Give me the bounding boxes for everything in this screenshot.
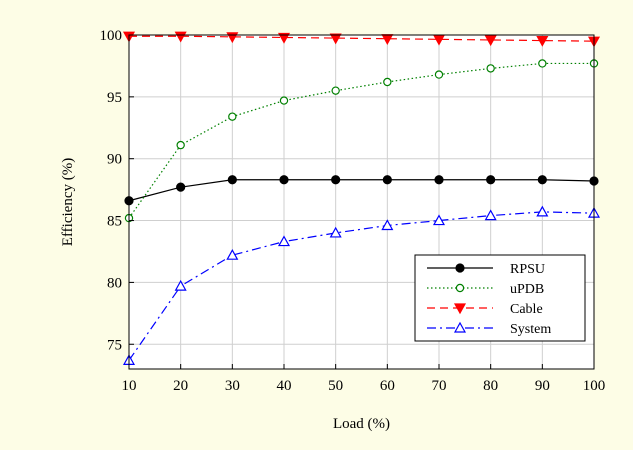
data-point-rpsu bbox=[176, 182, 186, 192]
y-tick-label: 95 bbox=[107, 90, 122, 106]
legend-box bbox=[414, 254, 586, 342]
x-tick-label: 60 bbox=[380, 378, 395, 394]
legend-label-cable: Cable bbox=[510, 302, 543, 317]
data-point-rpsu bbox=[434, 175, 444, 185]
plot-frame bbox=[128, 34, 595, 370]
data-point-updb bbox=[486, 64, 495, 73]
y-axis-label: Efficiency (%) bbox=[60, 158, 76, 246]
legend-entry-rpsu: RPSU bbox=[427, 262, 545, 277]
data-point-rpsu bbox=[537, 175, 547, 185]
x-tick-label: 90 bbox=[535, 378, 550, 394]
legend-label-system: System bbox=[510, 322, 551, 337]
x-tick-label: 20 bbox=[173, 378, 188, 394]
legend-label-updb: uPDB bbox=[510, 282, 544, 297]
data-point-updb bbox=[383, 77, 392, 87]
legend-marker-system bbox=[453, 321, 467, 333]
data-point-updb bbox=[331, 86, 340, 95]
data-point-rpsu bbox=[331, 175, 341, 185]
x-tick-label: 100 bbox=[583, 378, 606, 394]
data-point-cable bbox=[174, 31, 187, 43]
data-point-rpsu bbox=[382, 175, 392, 185]
data-point-updb bbox=[228, 112, 237, 121]
legend-marker-cable bbox=[453, 303, 467, 315]
series-line-rpsu bbox=[128, 179, 595, 202]
x-tick-label: 70 bbox=[432, 378, 447, 394]
data-point-cable bbox=[484, 35, 497, 47]
series-line-system bbox=[128, 211, 595, 361]
data-point-system bbox=[226, 248, 239, 260]
data-point-cable bbox=[277, 32, 291, 44]
series-line-updb bbox=[128, 62, 594, 219]
data-point-rpsu bbox=[486, 175, 496, 185]
x-tick-label: 50 bbox=[328, 378, 343, 394]
y-tick-label: 85 bbox=[107, 214, 122, 230]
x-tick-label: 80 bbox=[483, 378, 498, 394]
y-tick-label: 80 bbox=[107, 275, 122, 291]
y-tick-label: 90 bbox=[107, 152, 122, 168]
data-point-updb bbox=[434, 70, 444, 79]
data-point-system bbox=[381, 219, 394, 231]
data-point-updb bbox=[176, 140, 185, 150]
data-point-rpsu bbox=[227, 175, 237, 185]
ticks: 10 20 30 40 50 60 70 80 90 100 75 80 85 90 95 100 bbox=[100, 28, 606, 394]
legend-entry-cable: Cable bbox=[427, 302, 543, 317]
data-point-system bbox=[329, 226, 342, 238]
legend-label-rpsu: RPSU bbox=[510, 262, 545, 277]
data-point-system bbox=[432, 214, 446, 226]
data-point-rpsu bbox=[279, 175, 289, 185]
y-tick-label: 100 bbox=[100, 28, 123, 44]
x-tick-label: 30 bbox=[225, 378, 240, 394]
data-point-system bbox=[174, 279, 187, 291]
legend-marker-updb bbox=[455, 283, 465, 293]
legend: RPSU uPDB Cable System bbox=[414, 254, 586, 342]
x-tick-label: 10 bbox=[122, 378, 137, 394]
legend-entry-updb: uPDB bbox=[427, 282, 544, 297]
data-point-system bbox=[484, 209, 497, 221]
legend-marker-rpsu bbox=[455, 263, 465, 273]
data-point-cable bbox=[329, 33, 342, 45]
data-point-system bbox=[277, 235, 291, 247]
legend-entry-system: System bbox=[427, 321, 551, 337]
data-point-cable bbox=[536, 35, 549, 47]
y-tick-label: 75 bbox=[107, 337, 122, 353]
data-point-updb bbox=[538, 59, 547, 68]
x-axis-label: Load (%) bbox=[333, 416, 390, 432]
data-point-system bbox=[536, 205, 549, 217]
x-tick-label: 40 bbox=[277, 378, 292, 394]
series-cable bbox=[122, 31, 601, 48]
data-point-updb bbox=[279, 96, 289, 105]
